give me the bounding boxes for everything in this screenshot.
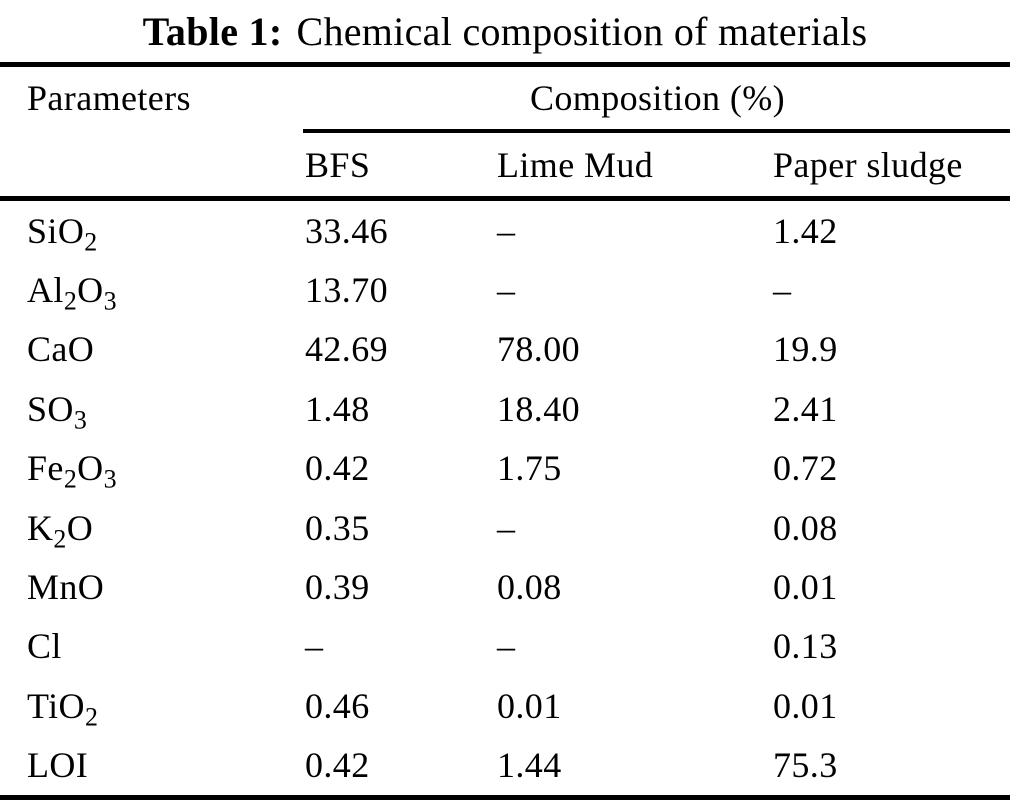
value-cell-bfs: 0.39: [305, 567, 370, 608]
table-row: LOI 0.42 1.44 75.3: [0, 736, 1010, 795]
value-cell-paper-sludge: 1.42: [773, 210, 838, 251]
table-row: SiO2 33.46 – 1.42: [0, 201, 1010, 260]
value-cell-lime-mud: 0.08: [497, 567, 562, 608]
column-header-lime-mud: Lime Mud: [497, 144, 654, 185]
value-cell-bfs: 1.48: [305, 388, 370, 429]
value-cell-paper-sludge: 0.01: [773, 567, 838, 608]
value-cell-lime-mud: –: [497, 507, 516, 548]
parameter-cell: TiO2: [27, 685, 99, 732]
parameter-cell: SO3: [27, 388, 88, 435]
value-cell-lime-mud: 18.40: [497, 388, 580, 429]
column-header-bfs: BFS: [305, 144, 371, 185]
header-row-groups: Parameters Composition (%): [0, 67, 1010, 129]
value-cell-bfs: –: [305, 626, 324, 667]
table-row: TiO2 0.46 0.01 0.01: [0, 676, 1010, 735]
value-cell-bfs: 0.46: [305, 685, 370, 726]
value-cell-lime-mud: –: [497, 626, 516, 667]
value-cell-lime-mud: 78.00: [497, 329, 580, 370]
parameter-cell: Fe2O3: [27, 448, 117, 494]
column-header-parameters: Parameters: [27, 78, 191, 118]
parameter-cell: CaO: [27, 329, 95, 370]
value-cell-bfs: 0.35: [305, 507, 370, 548]
value-cell-lime-mud: 0.01: [497, 685, 562, 726]
parameter-cell: SiO2: [27, 210, 98, 256]
value-cell-bfs: 13.70: [305, 270, 388, 311]
value-cell-bfs: 42.69: [305, 329, 388, 370]
table-body: SiO2 33.46 – 1.42 Al2O3 13.70 – – CaO 42…: [0, 201, 1010, 795]
value-cell-paper-sludge: 0.13: [773, 626, 838, 667]
value-cell-bfs: 0.42: [305, 448, 370, 489]
value-cell-lime-mud: 1.44: [497, 745, 562, 786]
value-cell-lime-mud: –: [497, 210, 516, 251]
value-cell-paper-sludge: –: [773, 270, 792, 311]
table-caption: Chemical composition of materials: [296, 8, 868, 54]
table-row: Al2O3 13.70 – –: [0, 260, 1010, 319]
rule-top: [0, 62, 1010, 67]
parameter-cell: Al2O3: [27, 270, 117, 316]
table-row: K2O 0.35 – 0.08: [0, 498, 1010, 557]
group-header-composition: Composition (%): [530, 78, 785, 118]
rule-header-bottom: [0, 196, 1010, 201]
rule-bottom: [0, 794, 1010, 800]
column-header-paper-sludge: Paper sludge: [773, 144, 963, 185]
value-cell-paper-sludge: 0.08: [773, 507, 838, 548]
value-cell-lime-mud: 1.75: [497, 448, 562, 489]
table-row: Fe2O3 0.42 1.75 0.72: [0, 439, 1010, 498]
value-cell-paper-sludge: 75.3: [773, 745, 838, 786]
parameter-cell: Cl: [27, 626, 62, 667]
rule-composition-underline: [303, 129, 1010, 133]
value-cell-bfs: 33.46: [305, 210, 388, 251]
table-row: Cl – – 0.13: [0, 617, 1010, 676]
value-cell-lime-mud: –: [497, 270, 516, 311]
table-title: Table 1: Chemical composition of materia…: [0, 0, 1010, 62]
value-cell-bfs: 0.42: [305, 745, 370, 786]
value-cell-paper-sludge: 19.9: [773, 329, 838, 370]
value-cell-paper-sludge: 0.72: [773, 448, 838, 489]
table-row: CaO 42.69 78.00 19.9: [0, 320, 1010, 379]
parameter-cell: K2O: [27, 507, 94, 553]
value-cell-paper-sludge: 2.41: [773, 388, 838, 429]
value-cell-paper-sludge: 0.01: [773, 685, 838, 726]
parameter-cell: MnO: [27, 567, 105, 608]
parameter-cell: LOI: [27, 745, 89, 786]
header-row-materials: BFS Lime Mud Paper sludge: [0, 133, 1010, 196]
table-number-label: Table 1:: [142, 8, 283, 54]
table-row: SO3 1.48 18.40 2.41: [0, 379, 1010, 438]
table-row: MnO 0.39 0.08 0.01: [0, 557, 1010, 616]
